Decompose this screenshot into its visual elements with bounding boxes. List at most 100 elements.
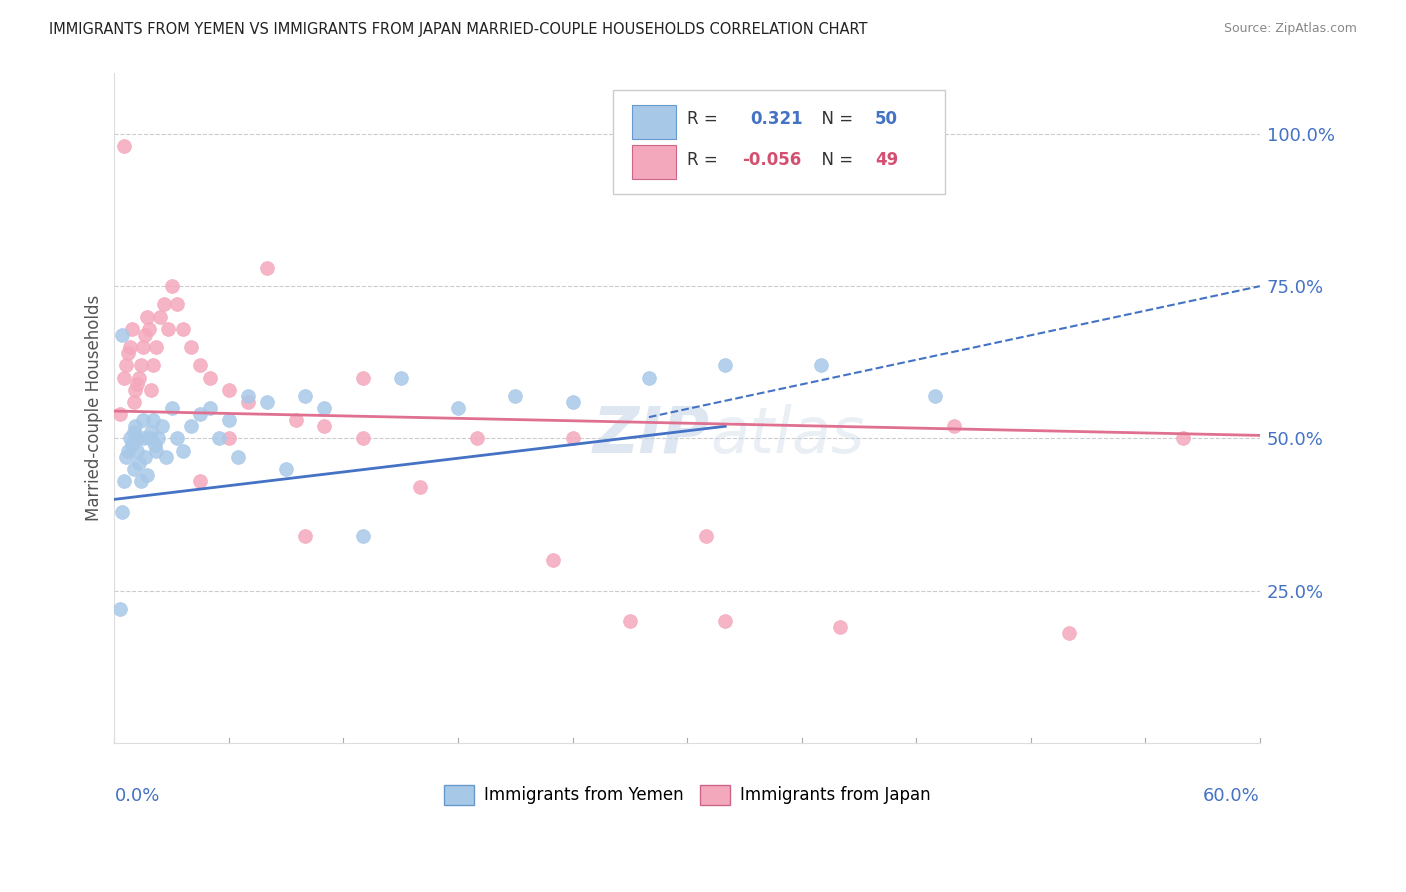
- Point: [142, 359, 165, 373]
- Point: [352, 529, 374, 543]
- Point: [180, 340, 202, 354]
- Point: [447, 401, 470, 415]
- Point: [1057, 626, 1080, 640]
- Point: [695, 529, 717, 543]
- Point: [128, 370, 150, 384]
- Point: [314, 419, 336, 434]
- Point: [112, 370, 135, 384]
- Point: [294, 529, 316, 543]
- Point: [117, 346, 139, 360]
- Point: [208, 432, 231, 446]
- Point: [127, 376, 149, 391]
- Point: [138, 432, 160, 446]
- Point: [284, 413, 307, 427]
- Point: [132, 413, 155, 427]
- Point: [135, 467, 157, 482]
- Point: [122, 462, 145, 476]
- Point: [198, 370, 221, 384]
- Point: [638, 370, 661, 384]
- Text: R =: R =: [688, 110, 728, 128]
- Point: [145, 443, 167, 458]
- Point: [108, 407, 131, 421]
- Point: [943, 419, 966, 434]
- Point: [139, 425, 162, 440]
- Point: [236, 389, 259, 403]
- Point: [924, 389, 946, 403]
- Point: [111, 504, 134, 518]
- Point: [505, 389, 527, 403]
- Point: [166, 432, 188, 446]
- Point: [124, 383, 146, 397]
- Point: [543, 553, 565, 567]
- Point: [129, 359, 152, 373]
- Point: [134, 327, 156, 342]
- Y-axis label: Married-couple Households: Married-couple Households: [86, 295, 103, 521]
- Point: [188, 359, 211, 373]
- Point: [160, 401, 183, 415]
- Point: [124, 419, 146, 434]
- FancyBboxPatch shape: [613, 90, 945, 194]
- Point: [294, 389, 316, 403]
- Text: 0.321: 0.321: [751, 110, 803, 128]
- Point: [148, 432, 170, 446]
- Point: [135, 310, 157, 324]
- Point: [118, 432, 141, 446]
- Text: N =: N =: [811, 110, 858, 128]
- Bar: [633, 105, 676, 138]
- Point: [128, 456, 150, 470]
- Text: -0.056: -0.056: [742, 151, 801, 169]
- Point: [218, 432, 240, 446]
- Point: [115, 450, 138, 464]
- Point: [561, 432, 583, 446]
- Text: 0.0%: 0.0%: [114, 787, 160, 805]
- Point: [121, 437, 143, 451]
- Point: [828, 620, 851, 634]
- Point: [228, 450, 250, 464]
- Point: [465, 432, 488, 446]
- Text: N =: N =: [811, 151, 858, 169]
- Point: [236, 395, 259, 409]
- Point: [142, 413, 165, 427]
- Point: [198, 401, 221, 415]
- Point: [188, 407, 211, 421]
- Point: [143, 437, 166, 451]
- Point: [172, 443, 194, 458]
- Point: [256, 260, 278, 275]
- Text: 50: 50: [875, 110, 898, 128]
- Point: [111, 327, 134, 342]
- Text: 60.0%: 60.0%: [1204, 787, 1260, 805]
- Text: R =: R =: [688, 151, 723, 169]
- Point: [115, 359, 138, 373]
- Point: [166, 297, 188, 311]
- Point: [121, 322, 143, 336]
- Point: [150, 419, 173, 434]
- Point: [314, 401, 336, 415]
- Point: [714, 614, 737, 628]
- Point: [138, 322, 160, 336]
- Point: [132, 340, 155, 354]
- Point: [112, 474, 135, 488]
- Point: [139, 383, 162, 397]
- Text: Source: ZipAtlas.com: Source: ZipAtlas.com: [1223, 22, 1357, 36]
- Text: 49: 49: [875, 151, 898, 169]
- Point: [112, 139, 135, 153]
- Point: [218, 383, 240, 397]
- Point: [810, 359, 832, 373]
- Point: [155, 450, 177, 464]
- Point: [127, 432, 149, 446]
- Text: atlas: atlas: [710, 404, 865, 466]
- Point: [352, 370, 374, 384]
- Point: [256, 395, 278, 409]
- Text: IMMIGRANTS FROM YEMEN VS IMMIGRANTS FROM JAPAN MARRIED-COUPLE HOUSEHOLDS CORRELA: IMMIGRANTS FROM YEMEN VS IMMIGRANTS FROM…: [49, 22, 868, 37]
- Point: [108, 602, 131, 616]
- Point: [276, 462, 298, 476]
- Point: [188, 474, 211, 488]
- Point: [118, 340, 141, 354]
- Point: [127, 443, 149, 458]
- Bar: [633, 145, 676, 178]
- Point: [129, 474, 152, 488]
- Point: [218, 413, 240, 427]
- Point: [156, 322, 179, 336]
- Point: [352, 432, 374, 446]
- Text: ZIP: ZIP: [593, 404, 710, 466]
